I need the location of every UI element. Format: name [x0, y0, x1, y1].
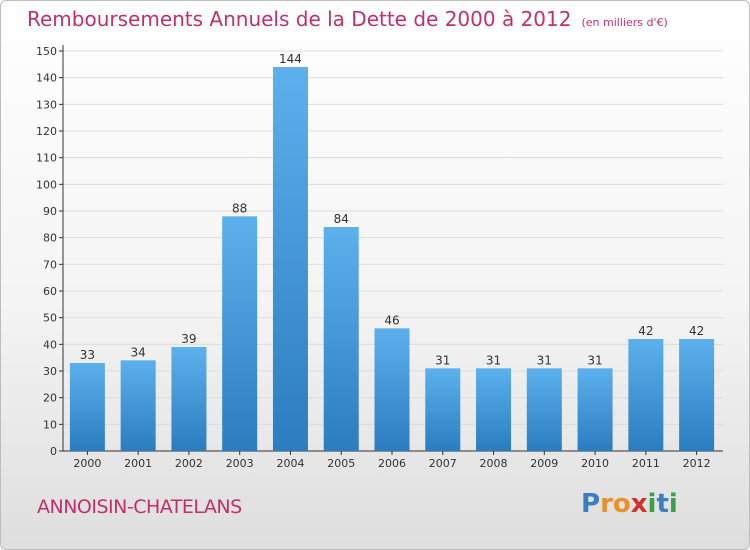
bar-value-label: 42	[638, 324, 653, 338]
x-tick-label: 2012	[683, 457, 711, 470]
x-tick-label: 2007	[429, 457, 457, 470]
x-tick-label: 2006	[378, 457, 406, 470]
y-tick-label: 40	[43, 338, 57, 351]
y-tick-label: 50	[43, 312, 57, 325]
bar-value-label: 33	[80, 348, 95, 362]
y-tick-label: 70	[43, 258, 57, 271]
chart-unit-note: (en milliers d'€)	[581, 16, 668, 29]
y-tick-label: 110	[36, 152, 57, 165]
x-tick-label: 2004	[276, 457, 304, 470]
bar-value-label: 39	[181, 332, 196, 346]
brand-logo[interactable]: Proxiti	[581, 489, 678, 519]
bar-value-label: 46	[384, 313, 399, 327]
bar	[69, 363, 105, 451]
y-tick-label: 120	[36, 125, 57, 138]
bar-value-label: 42	[689, 324, 704, 338]
bar-value-label: 84	[334, 212, 349, 226]
x-tick-label: 2008	[480, 457, 508, 470]
bar-value-label: 31	[486, 353, 501, 367]
brand-logo-letter: i	[668, 489, 678, 519]
y-tick-label: 100	[36, 178, 57, 191]
bar	[425, 368, 461, 451]
brand-logo-letter: P	[581, 489, 601, 519]
bar	[526, 368, 562, 451]
y-tick-label: 30	[43, 365, 57, 378]
bar	[323, 227, 359, 451]
bar	[374, 328, 410, 451]
bar	[222, 216, 258, 451]
bar	[679, 339, 715, 451]
city-name: ANNOISIN-CHATELANS	[37, 496, 242, 518]
y-tick-label: 0	[50, 445, 57, 458]
x-tick-label: 2001	[124, 457, 152, 470]
bar	[272, 67, 308, 451]
x-tick-label: 2009	[530, 457, 558, 470]
brand-logo-letter: o	[612, 489, 631, 519]
bar	[577, 368, 613, 451]
y-tick-label: 150	[36, 45, 57, 58]
x-tick-label: 2000	[73, 457, 101, 470]
y-tick-label: 90	[43, 205, 57, 218]
brand-logo-letter: i	[647, 489, 657, 519]
bar-value-label: 88	[232, 201, 247, 215]
y-tick-label: 60	[43, 285, 57, 298]
y-tick-label: 80	[43, 232, 57, 245]
bar-value-label: 31	[435, 353, 450, 367]
y-tick-label: 10	[43, 418, 57, 431]
brand-logo-letter: t	[656, 489, 669, 519]
brand-logo-letter: r	[600, 489, 613, 519]
x-tick-label: 2010	[581, 457, 609, 470]
bar-value-label: 144	[279, 52, 302, 66]
chart-title: Remboursements Annuels de la Dette de 20…	[27, 7, 668, 31]
bar	[120, 360, 156, 451]
bar	[628, 339, 664, 451]
x-tick-label: 2002	[175, 457, 203, 470]
y-tick-label: 20	[43, 392, 57, 405]
y-tick-label: 140	[36, 72, 57, 85]
brand-logo-letter: x	[630, 489, 648, 519]
bar-value-label: 31	[587, 353, 602, 367]
x-tick-label: 2011	[632, 457, 660, 470]
bar	[476, 368, 512, 451]
bar-value-label: 31	[537, 353, 552, 367]
y-tick-label: 130	[36, 98, 57, 111]
bar-value-label: 34	[131, 345, 146, 359]
bar	[171, 347, 207, 451]
x-tick-label: 2003	[226, 457, 254, 470]
x-tick-label: 2005	[327, 457, 355, 470]
